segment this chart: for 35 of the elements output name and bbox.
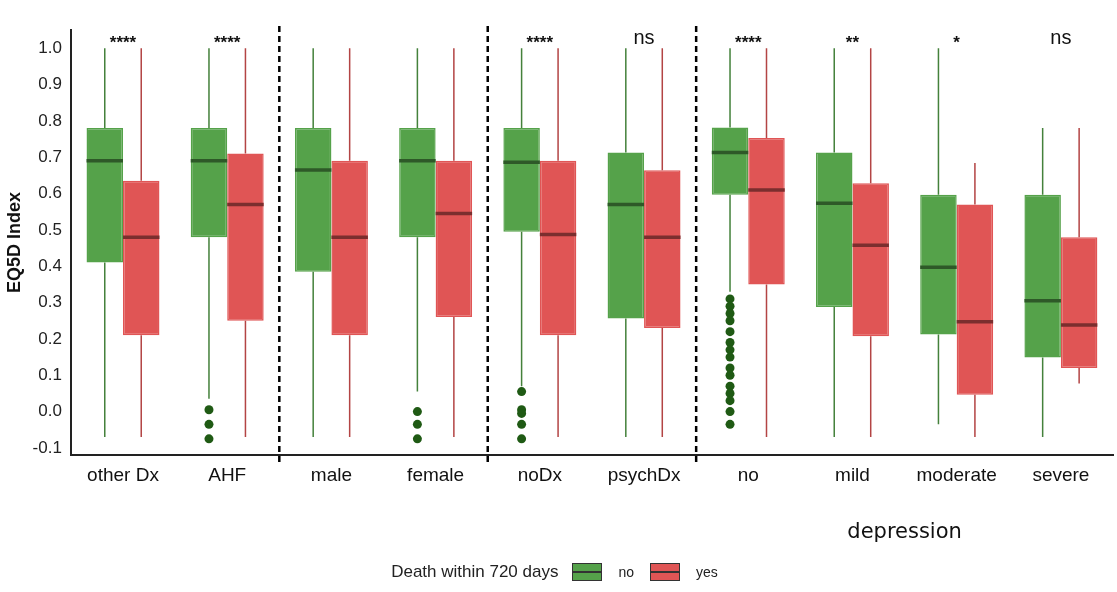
annotation: ns xyxy=(633,25,655,48)
y-tick-label: 0.9 xyxy=(38,74,62,94)
x-tick-label: AHF xyxy=(208,463,247,485)
legend-label: no xyxy=(618,564,635,580)
annotation: **** xyxy=(735,33,762,53)
x-tick-label: no xyxy=(737,463,759,485)
y-tick-label: 0.8 xyxy=(38,110,62,130)
y-tick-label: 1.0 xyxy=(38,37,62,57)
x-tick-label: male xyxy=(310,463,353,485)
annotation: * xyxy=(953,33,961,53)
x-tick-label: noDx xyxy=(517,463,563,485)
y-tick-label: 0.5 xyxy=(38,219,62,239)
x-tick-label: other Dx xyxy=(87,463,160,485)
x-tick-label: psychDx xyxy=(607,463,681,485)
y-tick-label: 0.4 xyxy=(38,255,62,275)
annotation: ns xyxy=(1050,25,1072,48)
annotation: ** xyxy=(845,33,860,53)
annotation: **** xyxy=(109,33,137,53)
x-tick-label: female xyxy=(407,463,465,485)
y-tick-label: 0.2 xyxy=(38,328,62,348)
y-tick-label: 0.3 xyxy=(38,292,62,312)
x-tick-label: mild xyxy=(835,463,870,485)
y-tick-label: 0.7 xyxy=(38,146,62,166)
y-axis-title: EQ5D Index xyxy=(3,192,24,294)
x-tick-label: severe xyxy=(1032,463,1090,485)
legend-title: Death within 720 days xyxy=(391,562,559,582)
y-tick-label: 0.6 xyxy=(38,183,62,203)
annotation: **** xyxy=(213,33,241,53)
y-tick-label: 0.1 xyxy=(38,364,62,384)
y-tick-label: -0.1 xyxy=(32,437,62,457)
x-axis-title: depression xyxy=(847,519,962,544)
legend-label: yes xyxy=(696,564,718,580)
y-tick-label: 0.0 xyxy=(38,401,62,421)
annotation: **** xyxy=(526,33,554,53)
x-tick-label: moderate xyxy=(916,463,997,485)
